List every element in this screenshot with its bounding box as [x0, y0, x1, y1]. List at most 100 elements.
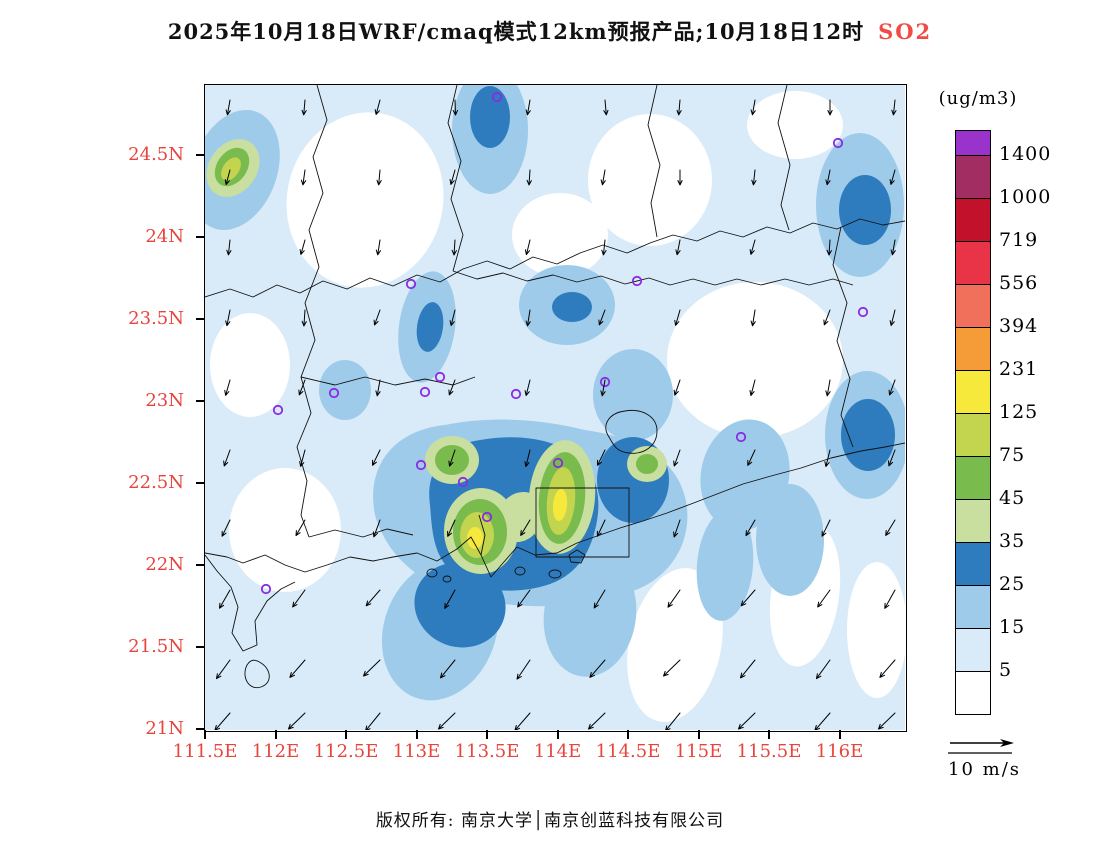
city-marker-icon: [832, 137, 844, 149]
wind-reference-arrow-icon: [948, 739, 1014, 754]
colorbar-segment: [956, 131, 990, 155]
city-marker-icon: [735, 431, 747, 443]
so2-contour-map: [205, 85, 905, 730]
contour-region-35-45: [496, 491, 544, 543]
boundary-line: [452, 270, 854, 286]
colorbar-level-label: 35: [999, 530, 1026, 552]
boundary-line: [442, 575, 452, 583]
wind-arrow-icon: [376, 169, 382, 186]
contour-region-15-25: [756, 484, 824, 596]
colorbar-level-label: 15: [999, 616, 1026, 638]
boundary-line: [447, 85, 464, 272]
colorbar-segment: [956, 499, 990, 542]
colorbar-level-label: 25: [999, 573, 1026, 595]
city-marker-icon: [260, 583, 272, 595]
boundary-line: [514, 566, 526, 576]
wind-arrow-icon: [825, 379, 831, 397]
wind-arrow-icon: [673, 519, 681, 538]
city-marker-icon: [457, 476, 469, 488]
wind-arrow-icon: [438, 712, 456, 730]
wind-arrow-icon: [516, 659, 531, 680]
wind-arrow-icon: [447, 519, 456, 537]
colorbar-level-label: 394: [999, 315, 1039, 337]
colorbar-segment: [956, 413, 990, 456]
title-pollutant: SO2: [878, 19, 933, 44]
wind-arrow-icon: [375, 379, 381, 397]
lon-tick-label: 113.5E: [454, 741, 520, 762]
colorbar-segment: [956, 284, 990, 327]
colorbar-segment: [956, 327, 990, 370]
wind-arrow-icon: [596, 519, 606, 537]
contour-region-<5: [588, 114, 712, 246]
boundary-line: [426, 568, 438, 578]
wind-arrow-icon: [814, 712, 831, 730]
lat-tick-mark: [196, 236, 205, 238]
contour-region-<5: [512, 193, 608, 277]
wind-arrow-icon: [603, 99, 609, 116]
wind-arrow-icon: [216, 659, 231, 680]
lat-tick-mark: [196, 646, 205, 648]
wind-arrow-icon: [449, 309, 456, 326]
boundary-line: [296, 85, 328, 538]
wind-arrow-icon: [889, 309, 896, 326]
lat-tick-label: 22N: [145, 554, 184, 575]
contour-region-75-125: [221, 157, 241, 181]
wind-arrow-icon: [816, 659, 831, 680]
contour-region-25-35: [416, 302, 444, 352]
lat-axis: 24.5N 24N 23.5N 23N 22.5N 22N 21.5N 21N: [0, 85, 205, 739]
lon-tick-mark: [345, 730, 347, 739]
wind-arrow-icon: [444, 589, 456, 609]
title-text: 2025年10月18日WRF/cmaq模式12km预报产品;10月18日12时: [167, 19, 865, 44]
boundary-line: [535, 487, 630, 558]
wind-arrow-icon: [514, 712, 531, 730]
contour-region-25-35: [414, 562, 506, 648]
wind-arrow-icon: [223, 449, 231, 467]
contour-region-<5: [229, 468, 341, 592]
lon-tick-mark: [697, 730, 700, 739]
wind-arrow-icon: [600, 169, 606, 186]
page-title: 2025年10月18日WRF/cmaq模式12km预报产品;10月18日12时 S…: [0, 16, 1100, 46]
wind-arrow-icon: [826, 239, 832, 256]
wind-reference-label: 10 m/s: [948, 759, 1021, 780]
wind-arrow-icon: [824, 449, 831, 467]
wind-arrow-icon: [292, 589, 306, 608]
boundary-line: [205, 554, 296, 652]
wind-arrows: [214, 99, 897, 730]
wind-arrow-icon: [365, 712, 381, 730]
wind-arrow-icon: [524, 449, 531, 467]
wind-arrow-icon: [517, 589, 531, 608]
colorbar-level-label: 719: [999, 229, 1039, 251]
wind-arrow-icon: [300, 169, 307, 186]
lon-axis: 111.5E 112E 112.5E 113E 113.5E 114E 114.5E 115E…: [173, 730, 905, 771]
wind-arrow-icon: [601, 239, 607, 256]
wind-arrow-icon: [298, 379, 306, 396]
wind-arrow-icon: [372, 519, 381, 538]
wind-arrow-icon: [520, 519, 531, 536]
lon-tick-label: 115E: [674, 741, 723, 762]
boundary-line: [647, 85, 661, 238]
lon-tick-label: 112.5E: [313, 741, 379, 762]
wind-arrow-icon: [823, 309, 831, 326]
colorbar-segment: [956, 671, 990, 714]
wind-arrow-icon: [525, 99, 531, 116]
wind-arrow-icon: [740, 589, 756, 607]
colorbar-segment: [956, 542, 990, 585]
wind-arrow-icon: [524, 239, 531, 256]
wind-reference: 10 m/s: [948, 736, 1048, 780]
lat-tick-mark: [196, 482, 205, 484]
wind-arrow-icon: [889, 169, 896, 185]
lon-tick-mark: [204, 730, 206, 739]
wind-arrow-icon: [299, 239, 306, 255]
colorbar-labels: 1400 1000 719 556 394 231 125 75 45 35 25 15 5: [999, 130, 1079, 750]
contour-region-25-35: [841, 399, 895, 471]
lat-tick-mark: [196, 564, 205, 566]
wind-arrow-icon: [740, 659, 756, 679]
contour-region-125-231: [467, 527, 483, 549]
wind-arrow-icon: [289, 659, 306, 678]
admin-boundaries: [205, 85, 905, 689]
wind-arrow-icon: [821, 519, 831, 537]
boundary-line: [605, 409, 658, 454]
city-marker-icon: [491, 91, 503, 103]
boundary-line: [205, 442, 905, 578]
boundary-line: [568, 549, 586, 564]
